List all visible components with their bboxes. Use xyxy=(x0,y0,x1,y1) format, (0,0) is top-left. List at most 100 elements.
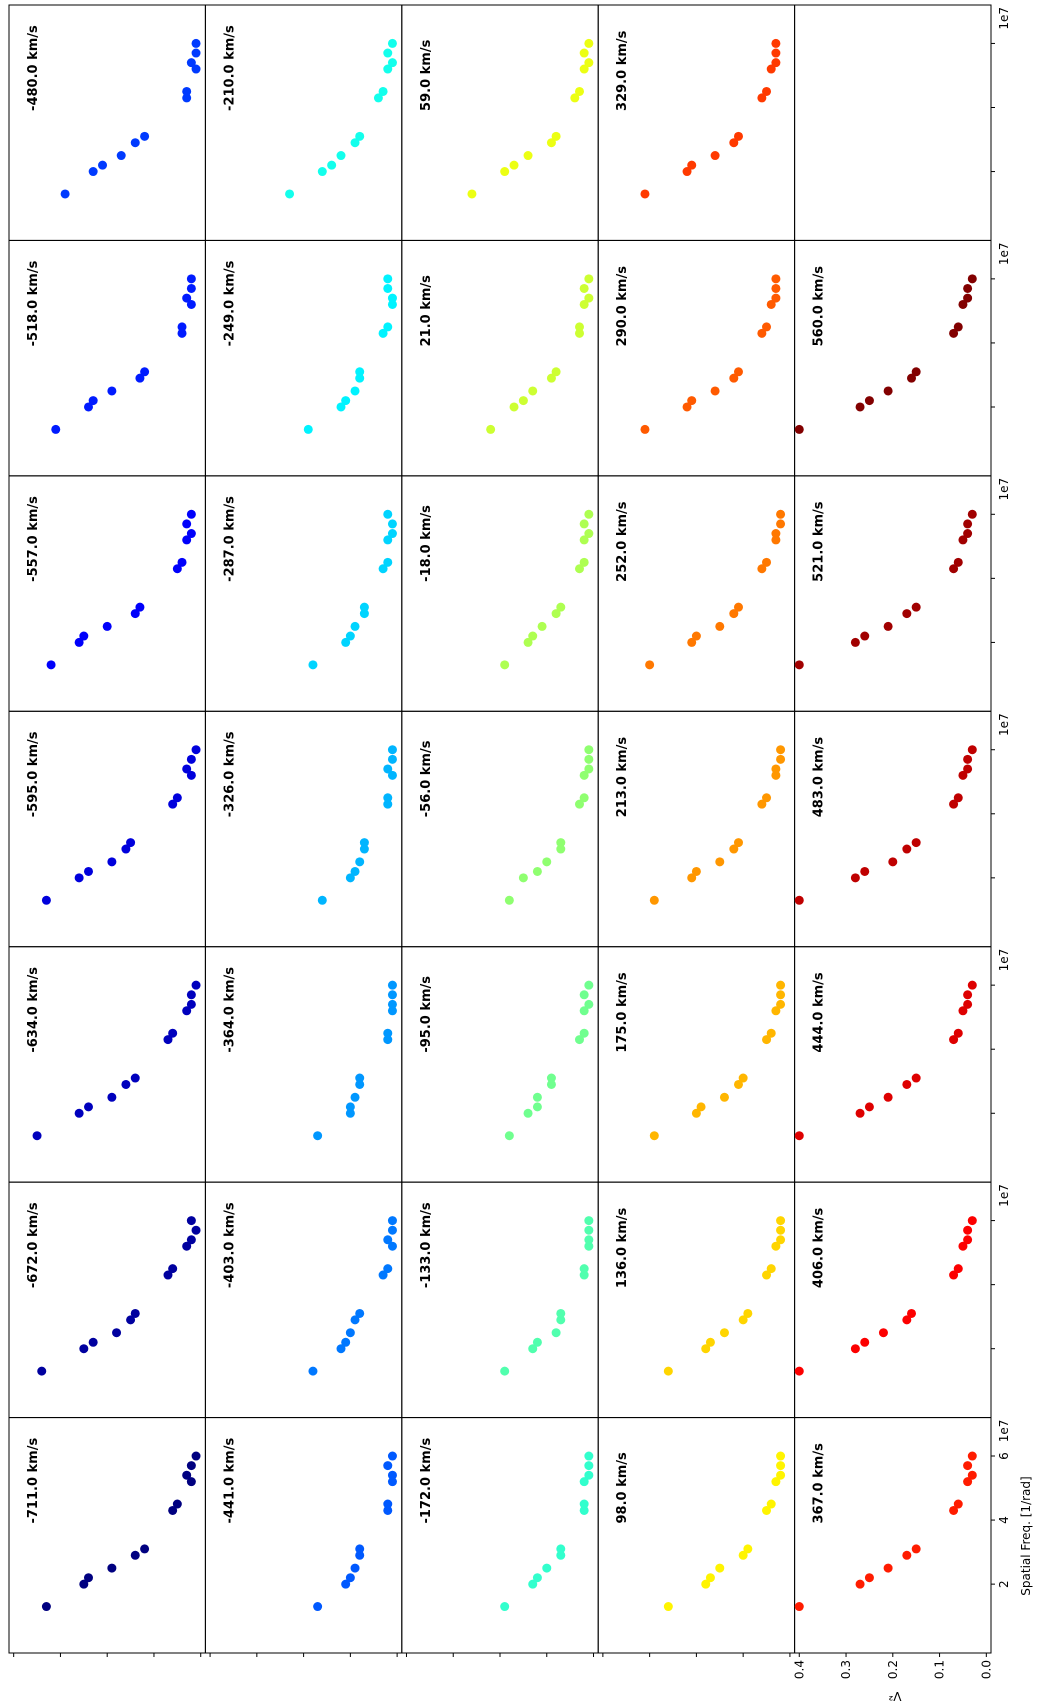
point xyxy=(537,621,547,631)
panel-title: -172.0 km/s xyxy=(419,1438,434,1524)
point xyxy=(383,322,393,332)
point xyxy=(963,529,973,539)
point xyxy=(687,160,697,170)
point xyxy=(771,1006,781,1016)
point xyxy=(383,1499,393,1509)
point xyxy=(551,609,561,619)
point xyxy=(733,131,743,141)
point xyxy=(949,328,959,338)
point xyxy=(378,328,388,338)
point xyxy=(546,373,556,383)
point xyxy=(107,1563,117,1573)
point xyxy=(579,535,589,545)
point xyxy=(186,1235,196,1245)
point xyxy=(771,48,781,58)
point xyxy=(766,1264,776,1274)
point xyxy=(696,1102,706,1112)
point xyxy=(37,1366,47,1376)
point xyxy=(958,299,968,309)
point xyxy=(958,770,968,780)
point xyxy=(883,621,893,631)
point xyxy=(383,48,393,58)
point xyxy=(186,770,196,780)
point xyxy=(182,764,192,774)
point xyxy=(719,1092,729,1102)
point xyxy=(51,424,61,434)
point xyxy=(107,1092,117,1102)
point xyxy=(729,844,739,854)
point xyxy=(172,1499,182,1509)
point xyxy=(504,895,514,905)
panel-title: -711.0 km/s xyxy=(26,1438,41,1524)
point xyxy=(88,396,98,406)
point xyxy=(719,1328,729,1338)
point xyxy=(771,1241,781,1251)
point xyxy=(762,1035,772,1045)
point xyxy=(771,293,781,303)
y-tick-label: 0.3 xyxy=(839,1660,853,1679)
point xyxy=(860,631,870,641)
point xyxy=(387,754,397,764)
point xyxy=(383,1505,393,1515)
point xyxy=(345,873,355,883)
panel-title: -364.0 km/s xyxy=(222,967,237,1053)
point xyxy=(701,1579,711,1589)
x-offset-label: 1e7 xyxy=(997,478,1011,501)
point xyxy=(794,424,804,434)
point xyxy=(771,770,781,780)
point xyxy=(313,1131,323,1141)
point xyxy=(579,299,589,309)
point xyxy=(949,1270,959,1280)
point xyxy=(191,48,201,58)
point xyxy=(855,1108,865,1118)
point xyxy=(518,396,528,406)
point xyxy=(776,519,786,529)
point xyxy=(350,1563,360,1573)
point xyxy=(579,48,589,58)
point xyxy=(794,1131,804,1141)
point xyxy=(963,754,973,764)
point xyxy=(584,38,594,48)
point xyxy=(584,1225,594,1235)
point xyxy=(350,386,360,396)
y-tick-label: 0.0 xyxy=(979,1660,993,1679)
point xyxy=(771,529,781,539)
point xyxy=(953,557,963,567)
point xyxy=(883,1092,893,1102)
point xyxy=(186,58,196,68)
x-tick-label: 4 xyxy=(997,1516,1011,1524)
y-tick-label: 0.4 xyxy=(792,1660,806,1679)
point xyxy=(359,609,369,619)
point xyxy=(74,637,84,647)
point xyxy=(345,1328,355,1338)
point xyxy=(794,660,804,670)
point xyxy=(387,1451,397,1461)
point xyxy=(850,637,860,647)
point xyxy=(556,838,566,848)
panel-title: 59.0 km/s xyxy=(419,39,434,111)
point xyxy=(182,1241,192,1251)
point xyxy=(579,64,589,74)
point xyxy=(186,274,196,284)
point xyxy=(729,609,739,619)
point xyxy=(383,1235,393,1245)
panel-title: 406.0 km/s xyxy=(812,1208,827,1289)
point xyxy=(486,424,496,434)
panel-title: -480.0 km/s xyxy=(26,25,41,111)
point xyxy=(715,1563,725,1573)
point xyxy=(574,1035,584,1045)
point xyxy=(532,1573,542,1583)
panel-title: -403.0 km/s xyxy=(222,1202,237,1288)
point xyxy=(649,895,659,905)
point xyxy=(168,1264,178,1274)
x-axis-label: Spatial Freq. [1/rad] xyxy=(1019,1476,1033,1595)
point xyxy=(74,1108,84,1118)
point xyxy=(710,151,720,161)
panel-title: -249.0 km/s xyxy=(222,260,237,346)
point xyxy=(757,328,767,338)
panel-title: -441.0 km/s xyxy=(222,1438,237,1524)
point xyxy=(574,86,584,96)
point xyxy=(911,602,921,612)
point xyxy=(771,283,781,293)
point xyxy=(551,367,561,377)
